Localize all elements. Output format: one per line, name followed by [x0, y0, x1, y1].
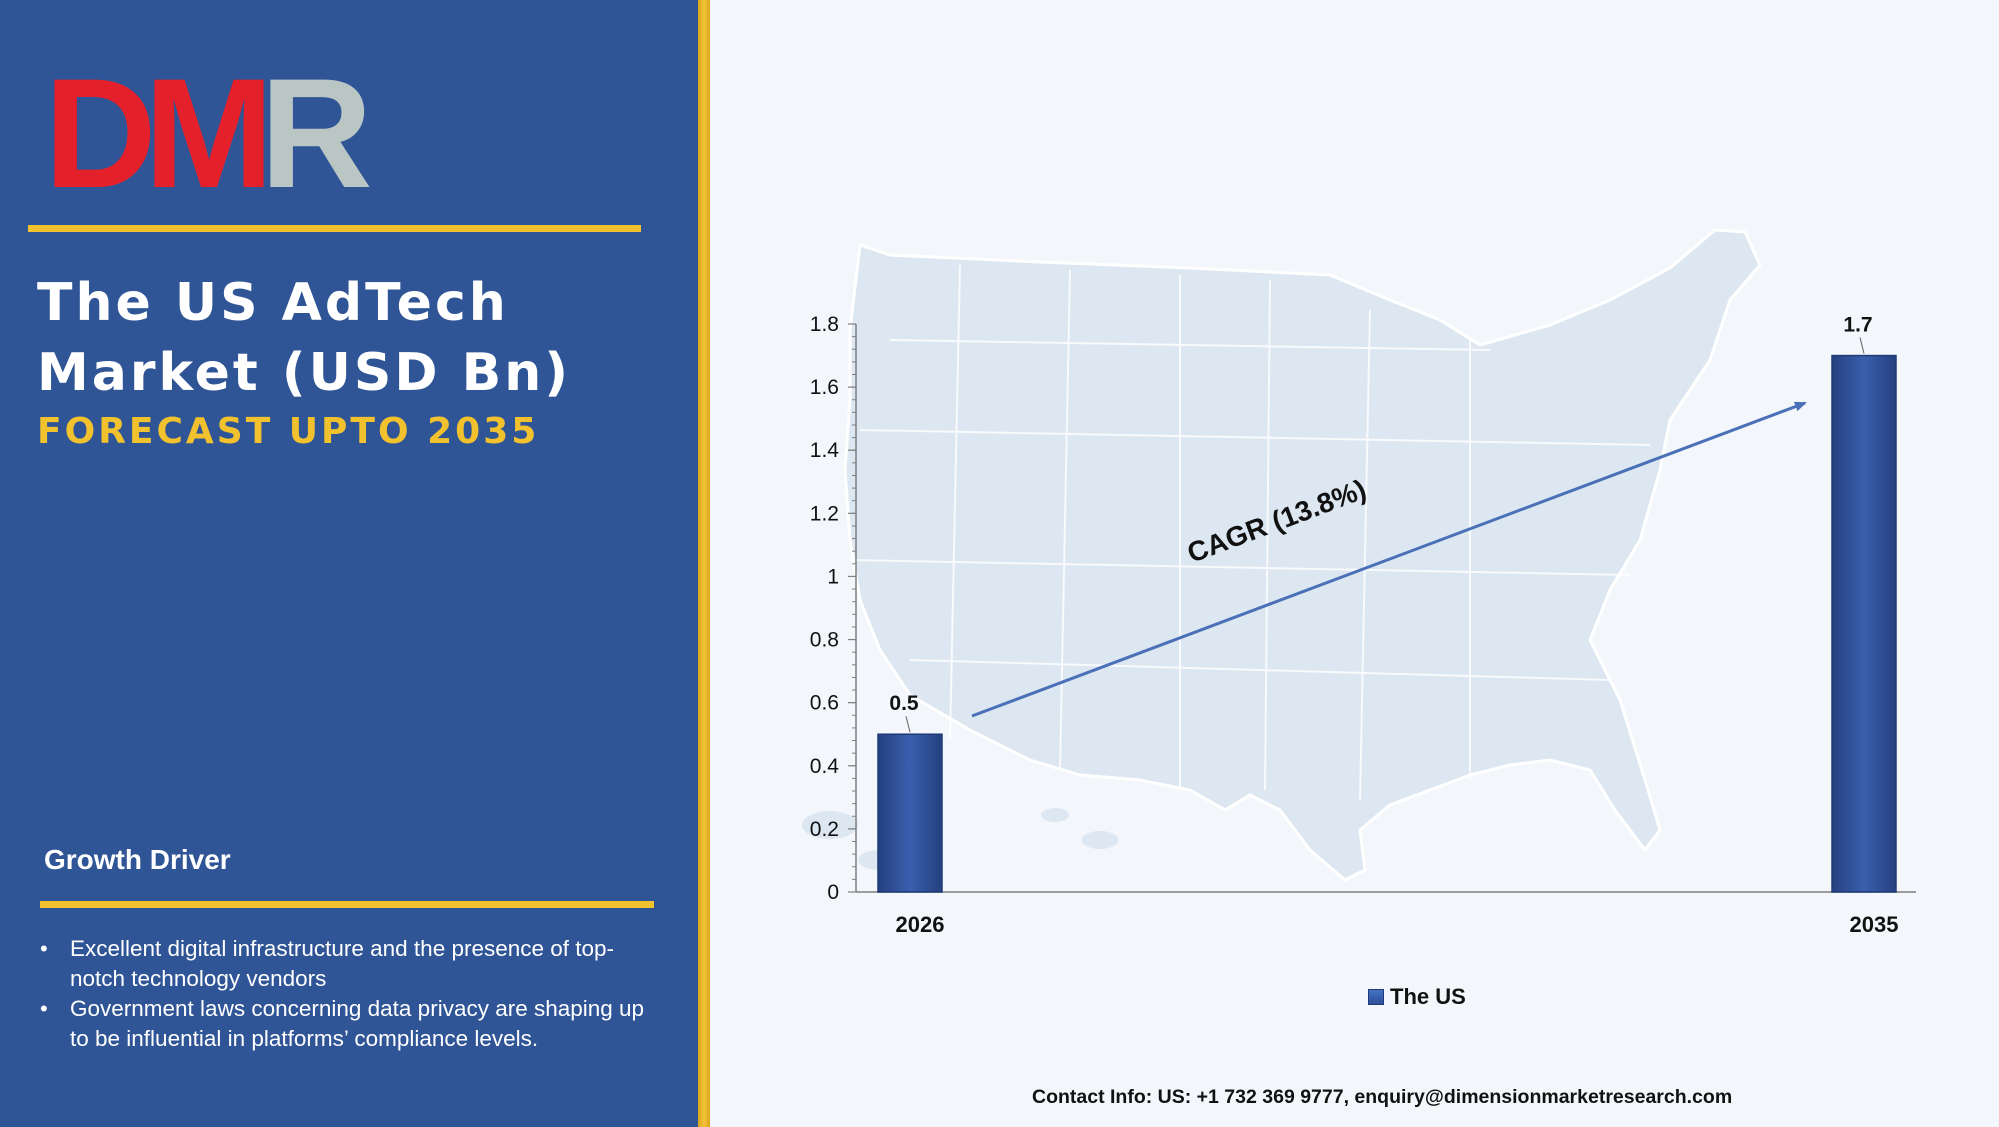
data-labels: 0.5 1.7: [889, 314, 1873, 733]
y-tick-label: 0: [827, 881, 839, 904]
y-tick-label: 0.8: [810, 629, 839, 652]
page-title: The US AdTech Market (USD Bn): [37, 273, 572, 403]
y-tick-label: 1.4: [810, 439, 840, 462]
logo-letter-d: D: [44, 47, 157, 221]
dmr-logo: D M R: [44, 47, 373, 221]
us-map-background: [802, 228, 1762, 882]
y-tick-label: 1: [827, 565, 839, 588]
header-divider: [28, 225, 641, 232]
x-tick-label: 2035: [1850, 912, 1899, 937]
cagr-arrow: [971, 401, 1807, 718]
data-label: 0.5: [889, 692, 919, 715]
y-tick-label: 0.2: [810, 818, 839, 841]
bars: [877, 354, 1897, 893]
y-tick-label: 1.8: [810, 313, 839, 336]
data-label-leader: [905, 716, 911, 733]
growth-driver-bullet: Government laws concerning data privacy …: [40, 994, 660, 1054]
x-tick-label: 2026: [896, 912, 945, 937]
data-label-leader: [1859, 337, 1865, 354]
logo-letter-r: R: [260, 47, 373, 221]
legend-label: The US: [1390, 984, 1466, 1009]
gold-divider-bar: [698, 0, 710, 1127]
contact-info: Contact Info: US: +1 732 369 9777, enqui…: [1032, 1086, 1733, 1108]
logo-letter-m: M: [144, 47, 274, 221]
left-panel: D M R The US AdTech Market (USD Bn) FORE…: [0, 0, 698, 1127]
y-tick-label: 1.6: [810, 376, 839, 399]
y-axis: 0 0.2 0.4 0.6 0.8 1 1.2 1.4 1.6 1.8: [810, 313, 1916, 904]
y-tick-label: 1.2: [810, 502, 839, 525]
chart-panel: 0 0.2 0.4 0.6 0.8 1 1.2 1.4 1.6 1.8 0.5 1.7 2026 20…: [710, 0, 1999, 1127]
cagr-label: CAGR (13.8%): [1183, 473, 1370, 568]
y-tick-label: 0.6: [810, 692, 839, 715]
growth-driver-bullet: Excellent digital infrastructure and the…: [40, 934, 660, 994]
growth-driver-list: Excellent digital infrastructure and the…: [40, 934, 660, 1054]
x-axis-labels: 2026 2035: [896, 912, 1899, 937]
bar-2035: [1831, 354, 1897, 893]
page-subtitle: FORECAST UPTO 2035: [37, 411, 540, 452]
growth-driver-heading: Growth Driver: [44, 844, 231, 875]
y-tick-label: 0.4: [810, 755, 840, 778]
chart-legend: The US: [1368, 984, 1466, 1010]
bar-2026: [877, 733, 943, 893]
bar-chart: 00.20.40.60.811.21.41.61.8 0.51.7 2026 20…: [810, 313, 1916, 937]
legend-swatch: [1368, 989, 1384, 1005]
data-label: 1.7: [1843, 314, 1872, 337]
growth-driver-divider: [40, 901, 654, 908]
